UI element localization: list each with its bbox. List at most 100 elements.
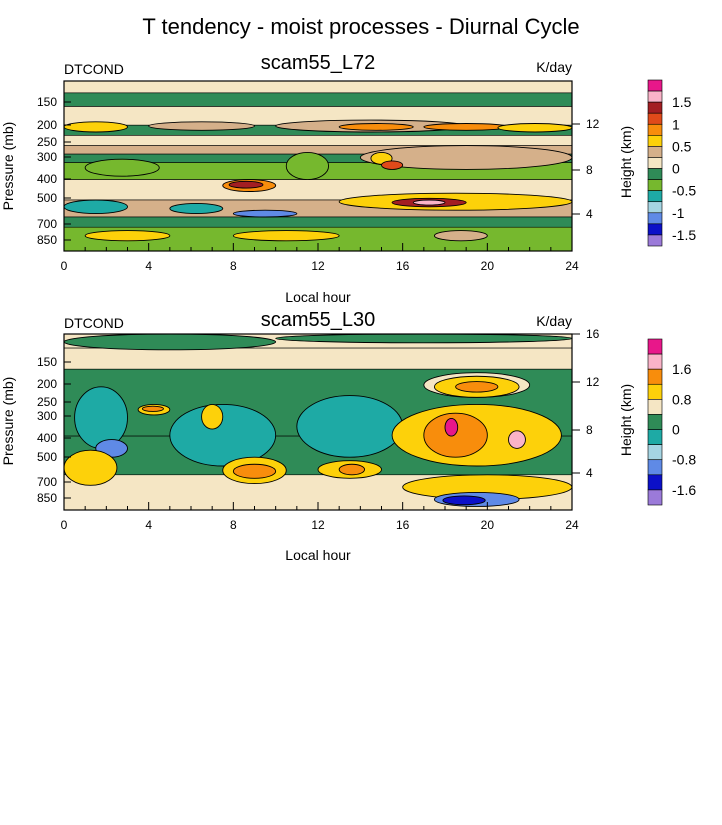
svg-text:4: 4 bbox=[586, 207, 593, 221]
contour-region bbox=[64, 334, 277, 351]
hour-tick-label: 24 bbox=[565, 518, 579, 532]
contour-region bbox=[201, 403, 224, 430]
height-tick: 8 bbox=[572, 163, 593, 177]
contour-region bbox=[169, 403, 277, 467]
pressure-tick: 700 bbox=[37, 217, 71, 231]
colorbar-swatch bbox=[647, 101, 663, 114]
panel-scam55-l72: scam55_L72 DTCOND K/day 1502002503004005… bbox=[0, 52, 696, 305]
colorbar-swatch bbox=[647, 212, 663, 225]
hour-tick-label: 0 bbox=[61, 259, 68, 273]
hour-axis: 0 4 8 12 16 20 24 bbox=[61, 502, 579, 532]
hour-tick-label: 20 bbox=[481, 259, 495, 273]
hour-tick-label: 12 bbox=[311, 518, 325, 532]
colorbar-swatch bbox=[647, 135, 663, 147]
plot-area bbox=[63, 80, 573, 252]
colorbar-swatch bbox=[647, 353, 663, 370]
colorbar-label: 1 bbox=[672, 116, 680, 132]
hour-tick-label: 8 bbox=[230, 259, 237, 273]
hour-tick-label: 12 bbox=[311, 259, 325, 273]
hour-tick-label: 8 bbox=[230, 518, 237, 532]
pressure-tick: 200 bbox=[37, 377, 71, 391]
svg-text:300: 300 bbox=[37, 150, 57, 164]
y-axis-label: Pressure (mb) bbox=[0, 377, 16, 466]
contour-region bbox=[64, 92, 572, 107]
svg-text:850: 850 bbox=[37, 491, 57, 505]
colorbar-swatch bbox=[647, 338, 663, 355]
colorbar-label: -0.5 bbox=[672, 183, 696, 199]
pressure-tick: 400 bbox=[37, 431, 71, 445]
contour-region bbox=[455, 381, 499, 393]
colorbar-swatch bbox=[647, 414, 663, 430]
pressure-tick: 850 bbox=[37, 491, 71, 505]
colorbar-label: 0 bbox=[672, 161, 680, 177]
pressure-tick: 150 bbox=[37, 95, 71, 109]
figure-title: T tendency - moist processes - Diurnal C… bbox=[142, 14, 579, 39]
pressure-tick: 250 bbox=[37, 135, 71, 149]
panel-scam55-l30: scam55_L30 DTCOND K/day 1502002503004005… bbox=[0, 309, 696, 563]
colorbar-swatch bbox=[647, 444, 663, 461]
panel-title: scam55_L72 bbox=[261, 52, 376, 74]
colorbar-swatch bbox=[647, 157, 663, 169]
colorbar-swatch bbox=[647, 429, 663, 445]
height-axis: 12 8 4 bbox=[572, 117, 600, 221]
svg-text:200: 200 bbox=[37, 118, 57, 132]
svg-text:12: 12 bbox=[586, 117, 600, 131]
colorbar: 1.6 0.8 0 -0.8 -1.6 bbox=[647, 338, 696, 506]
pressure-tick: 200 bbox=[37, 118, 71, 132]
contour-region bbox=[423, 412, 488, 458]
svg-text:150: 150 bbox=[37, 355, 57, 369]
contour-region bbox=[141, 405, 164, 412]
x-axis-label: Local hour bbox=[285, 289, 351, 305]
colorbar-swatch bbox=[647, 489, 663, 506]
units-label: K/day bbox=[536, 313, 572, 329]
svg-text:12: 12 bbox=[586, 375, 600, 389]
contour-region bbox=[275, 334, 572, 344]
pressure-tick: 400 bbox=[37, 172, 71, 186]
svg-text:700: 700 bbox=[37, 217, 57, 231]
height-tick: 12 bbox=[572, 117, 600, 131]
svg-text:500: 500 bbox=[37, 450, 57, 464]
contour-region bbox=[423, 123, 509, 131]
hour-tick-label: 0 bbox=[61, 518, 68, 532]
pressure-tick: 700 bbox=[37, 475, 71, 489]
svg-text:500: 500 bbox=[37, 191, 57, 205]
contour-region bbox=[84, 158, 160, 177]
colorbar-swatch bbox=[647, 90, 663, 103]
colorbar-swatch bbox=[647, 399, 663, 415]
colorbar-swatch bbox=[647, 474, 663, 491]
contour-region bbox=[508, 430, 526, 449]
colorbar-label: 0 bbox=[672, 422, 680, 438]
svg-text:250: 250 bbox=[37, 395, 57, 409]
svg-text:300: 300 bbox=[37, 409, 57, 423]
contour-region bbox=[232, 463, 277, 479]
contour-region bbox=[442, 495, 486, 506]
height-tick: 4 bbox=[572, 466, 593, 480]
hour-tick-label: 4 bbox=[145, 259, 152, 273]
field-label: DTCOND bbox=[64, 315, 124, 331]
colorbar-swatch bbox=[647, 201, 663, 214]
colorbar: 1.5 1 0.5 0 -0.5 -1 -1.5 bbox=[647, 79, 696, 247]
contour-region bbox=[64, 81, 572, 94]
pressure-tick: 250 bbox=[37, 395, 71, 409]
pressure-tick: 500 bbox=[37, 191, 71, 205]
svg-text:8: 8 bbox=[586, 423, 593, 437]
hour-tick-label: 4 bbox=[145, 518, 152, 532]
height-tick: 8 bbox=[572, 423, 593, 437]
colorbar-label: -1.5 bbox=[672, 227, 696, 243]
colorbar-label: -1 bbox=[672, 205, 685, 221]
svg-text:850: 850 bbox=[37, 233, 57, 247]
contour-region bbox=[433, 230, 488, 242]
colorbar-swatch bbox=[647, 79, 663, 92]
contour-region bbox=[74, 386, 128, 449]
height-tick: 16 bbox=[572, 327, 600, 341]
svg-text:8: 8 bbox=[586, 163, 593, 177]
colorbar-label: -1.6 bbox=[672, 482, 696, 498]
panel-title: scam55_L30 bbox=[261, 309, 376, 331]
colorbar-label: 0.8 bbox=[672, 391, 692, 407]
contour-region bbox=[285, 151, 330, 181]
pressure-tick: 300 bbox=[37, 409, 71, 423]
units-label: K/day bbox=[536, 59, 572, 75]
